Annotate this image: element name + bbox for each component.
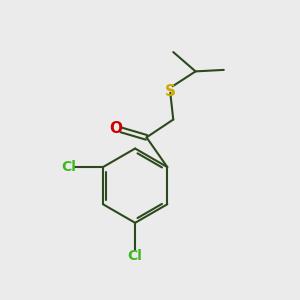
Text: Cl: Cl <box>61 160 76 174</box>
Text: O: O <box>110 121 122 136</box>
Text: S: S <box>165 84 176 99</box>
Text: Cl: Cl <box>128 248 142 262</box>
